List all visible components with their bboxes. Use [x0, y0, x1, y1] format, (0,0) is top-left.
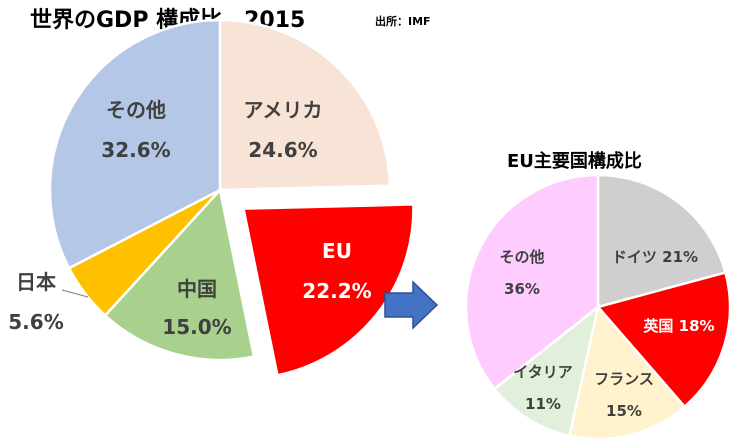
eu-countries-pie — [464, 173, 732, 441]
slice-value-japan: 5.6% — [8, 310, 63, 334]
world-gdp-pie — [48, 18, 415, 377]
eu-slice-label-germany: ドイツ — [612, 248, 657, 266]
slice-label-eu: EU — [322, 239, 352, 263]
slice-value-other: 32.6% — [101, 138, 170, 162]
slice-label-china: 中国 — [177, 277, 217, 301]
pie-slice-usa — [218, 18, 392, 192]
eu-pie-slice-uk — [595, 270, 732, 409]
world-gdp-labels: アメリカ 24.6% EU 22.2% 中国 15.0% 日本 5.6% その他… — [8, 98, 371, 339]
eu-slice-value-other: 36% — [504, 280, 540, 298]
eu-slice-label-other: その他 — [499, 248, 544, 266]
eu-slice-germany-text: ドイツ 21% — [612, 248, 698, 266]
eu-pie-slice-other — [464, 173, 600, 391]
eu-pie-slice-germany — [596, 173, 727, 309]
pie-slice-china — [103, 187, 256, 362]
source-note: 出所：IMF — [375, 14, 431, 28]
eu-slice-value-uk: 18% — [679, 317, 715, 335]
pie-slice-other — [48, 18, 222, 270]
slice-label-usa: アメリカ — [244, 98, 323, 122]
japan-leader-line — [61, 289, 89, 298]
eu-slice-label-uk: 英国 — [643, 317, 673, 335]
right-arrow-icon — [384, 280, 439, 330]
eu-slice-value-italy: 11% — [525, 395, 561, 413]
eu-slice-value-france: 15% — [606, 402, 642, 420]
slice-label-japan: 日本 — [16, 270, 56, 294]
eu-countries-labels: ドイツ 21% 英国 18% フランス 15% イタリア 11% その他 36% — [499, 248, 714, 420]
eu-chart-title: EU主要国構成比 — [507, 150, 642, 172]
slice-value-usa: 24.6% — [248, 138, 317, 162]
slice-value-china: 15.0% — [162, 315, 231, 339]
eu-slice-label-italy: イタリア — [513, 363, 572, 381]
eu-pie-slice-france — [567, 304, 687, 441]
eu-slice-label-france: フランス — [594, 370, 654, 388]
eu-slice-value-germany: 21% — [662, 248, 698, 266]
eu-pie-slice-italy — [492, 303, 600, 438]
slice-value-eu: 22.2% — [302, 279, 371, 303]
pie-slice-eu — [241, 203, 415, 377]
eu-slice-uk-text: 英国 18% — [643, 317, 714, 335]
slice-label-other: その他 — [106, 98, 166, 122]
